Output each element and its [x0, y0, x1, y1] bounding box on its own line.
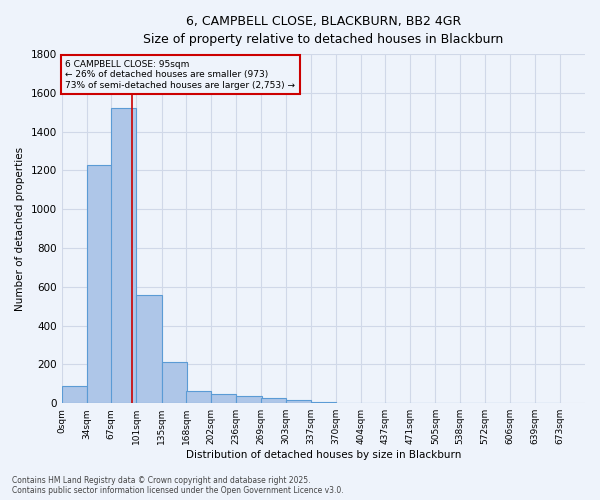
Bar — [236, 396, 262, 403]
Bar — [111, 108, 136, 403]
Bar — [286, 400, 311, 403]
Title: 6, CAMPBELL CLOSE, BLACKBURN, BB2 4GR
Size of property relative to detached hous: 6, CAMPBELL CLOSE, BLACKBURN, BB2 4GR Si… — [143, 15, 503, 46]
Y-axis label: Number of detached properties: Number of detached properties — [15, 146, 25, 310]
Bar — [87, 164, 112, 403]
Bar — [186, 390, 211, 403]
Bar — [261, 398, 286, 403]
Bar — [62, 386, 87, 403]
Bar — [211, 394, 236, 403]
Text: Contains HM Land Registry data © Crown copyright and database right 2025.
Contai: Contains HM Land Registry data © Crown c… — [12, 476, 344, 495]
Text: 6 CAMPBELL CLOSE: 95sqm
← 26% of detached houses are smaller (973)
73% of semi-d: 6 CAMPBELL CLOSE: 95sqm ← 26% of detache… — [65, 60, 295, 90]
X-axis label: Distribution of detached houses by size in Blackburn: Distribution of detached houses by size … — [185, 450, 461, 460]
Bar — [161, 362, 187, 403]
Bar — [311, 402, 336, 403]
Bar — [136, 294, 161, 403]
